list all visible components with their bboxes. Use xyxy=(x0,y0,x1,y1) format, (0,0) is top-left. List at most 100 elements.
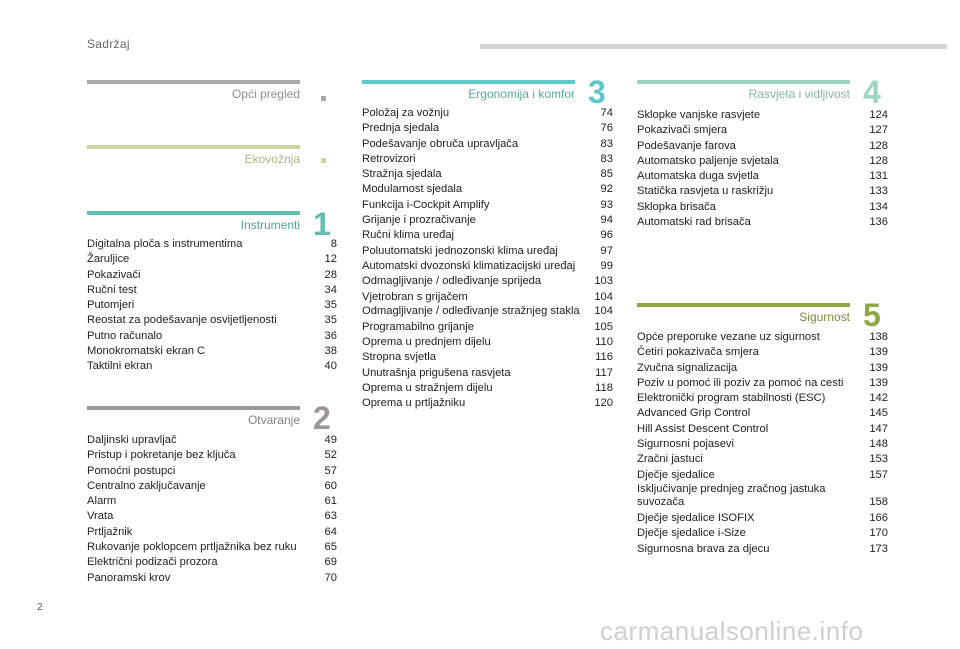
toc-entry[interactable]: Elektronički program stabilnosti (ESC) 14… xyxy=(637,391,888,406)
toc-entry[interactable]: Poziv u pomoć ili poziv za pomoć na cest… xyxy=(637,376,888,391)
toc-entry-page: 120 xyxy=(594,397,613,410)
toc-entry[interactable]: Vjetrobran s grijačem 104 xyxy=(362,290,613,305)
toc-entry[interactable]: Odmagljivanje / odleđivanje stražnjeg st… xyxy=(362,305,613,318)
section-title-ergonomija[interactable]: Ergonomija i komfor xyxy=(468,87,575,101)
toc-entry[interactable]: Statička rasvjeta u raskrižju 133 xyxy=(637,184,888,199)
section-title-opci[interactable]: Opći pregled xyxy=(231,87,300,101)
toc-entry-label: Unutrašnja prigušena rasvjeta xyxy=(362,366,511,379)
toc-entry[interactable]: Sigurnosna brava za djecu 173 xyxy=(637,542,888,557)
toc-entry[interactable]: Podešavanje farova 128 xyxy=(637,139,888,154)
toc-entry[interactable]: Automatska duga svjetla 131 xyxy=(637,169,888,184)
toc-entry[interactable]: Podešavanje obruča upravljača 83 xyxy=(362,137,613,152)
toc-entry[interactable]: Programabilno grijanje 105 xyxy=(362,320,613,335)
toc-list-sigurnost: Opće preporuke vezane uz sigurnost 138 Čet… xyxy=(637,330,888,557)
toc-entry[interactable]: Funkcija i-Cockpit Amplify 93 xyxy=(362,198,613,213)
toc-entry-page: 99 xyxy=(600,259,613,272)
toc-entry-label: Hill Assist Descent Control xyxy=(637,422,769,435)
toc-entry-page: 92 xyxy=(600,183,613,196)
toc-entry[interactable]: Stražnja sjedala 85 xyxy=(362,167,613,182)
toc-entry[interactable]: Oprema u prtljažniku 120 xyxy=(362,396,613,411)
toc-entry-page: 158 xyxy=(869,495,888,508)
toc-entry[interactable]: Retrovizori 83 xyxy=(362,152,613,167)
toc-entry-page: 85 xyxy=(600,168,613,181)
toc-entry[interactable]: Automatski rad brisača 136 xyxy=(637,215,888,230)
toc-entry-page: 131 xyxy=(869,170,888,183)
toc-entry[interactable]: Pomoćni postupci 57 xyxy=(87,464,337,479)
toc-entry[interactable]: Prtljažnik 64 xyxy=(87,525,337,540)
toc-entry[interactable]: Rukovanje poklopcem prtljažnika bez ruku… xyxy=(87,540,337,555)
toc-entry[interactable]: Pokazivači 28 xyxy=(87,268,337,283)
section-title-rasvjeta[interactable]: Rasvjeta i vidljivost xyxy=(748,87,850,101)
toc-entry[interactable]: Putomjeri 35 xyxy=(87,298,337,313)
toc-entry[interactable]: Hill Assist Descent Control 147 xyxy=(637,422,888,437)
toc-entry[interactable]: Automatsko paljenje svjetala 128 xyxy=(637,154,888,169)
toc-entry[interactable]: Daljinski upravljač 49 xyxy=(87,433,337,448)
section-title-otvaranje[interactable]: Otvaranje xyxy=(247,413,300,427)
toc-entry[interactable]: Oprema u stražnjem dijelu 118 xyxy=(362,381,613,396)
toc-entry[interactable]: Sklopka brisača 134 xyxy=(637,200,888,215)
toc-entry[interactable]: Oprema u prednjem dijelu 110 xyxy=(362,335,613,350)
toc-entry-page: 76 xyxy=(600,122,613,135)
toc-entry-label: Opće preporuke vezane uz sigurnost xyxy=(637,331,820,343)
toc-entry-label: Prtljažnik xyxy=(87,525,133,538)
toc-entry[interactable]: Monokromatski ekran C 38 xyxy=(87,344,337,359)
toc-entry-page: 57 xyxy=(324,464,337,477)
toc-entry[interactable]: Položaj za vožnju 74 xyxy=(362,106,613,121)
toc-entry-label: Programabilno grijanje xyxy=(362,320,474,333)
toc-entry-page: 97 xyxy=(600,244,613,257)
toc-entry[interactable]: Vrata 63 xyxy=(87,509,337,524)
toc-entry-label: Grijanje i prozračivanje xyxy=(362,214,476,227)
toc-entry[interactable]: Pokazivači smjera 127 xyxy=(637,123,888,138)
toc-entry[interactable]: Četiri pokazivača smjera 139 xyxy=(637,345,888,360)
section-title-sigurnost[interactable]: Sigurnost xyxy=(799,310,850,324)
toc-entry-label: Automatsko paljenje svjetala xyxy=(637,154,779,167)
toc-entry[interactable]: Sigurnosni pojasevi 148 xyxy=(637,437,888,452)
toc-entry[interactable]: Odmagljivanje / odleđivanje sprijeda 103 xyxy=(362,274,613,289)
toc-entry-page: 118 xyxy=(595,382,613,395)
section-title-instrumenti[interactable]: Instrumenti xyxy=(240,218,300,232)
toc-entry[interactable]: Prednja sjedala 76 xyxy=(362,121,613,136)
toc-entry-page: 104 xyxy=(594,290,613,303)
toc-entry[interactable]: Modularnost sjedala 92 xyxy=(362,182,613,197)
toc-entry-label: Oprema u prednjem dijelu xyxy=(362,336,491,349)
toc-entry[interactable]: Centralno zaključavanje 60 xyxy=(87,479,337,494)
toc-list-otvaranje: Daljinski upravljač 49 Pristup i pokretanj… xyxy=(87,433,337,586)
toc-entry[interactable]: Ručni klima uređaj 96 xyxy=(362,228,613,243)
toc-entry[interactable]: Unutrašnja prigušena rasvjeta 117 xyxy=(362,366,613,381)
toc-entry[interactable]: Taktilni ekran 40 xyxy=(87,359,337,374)
toc-entry[interactable]: Digitalna ploča s instrumentima 8 xyxy=(87,237,337,252)
toc-entry[interactable]: Isključivanje prednjeg zračnog jastuka s… xyxy=(637,483,888,509)
toc-entry[interactable]: Žaruljice 12 xyxy=(87,252,337,267)
section-title-ekovoznja[interactable]: Ekovožnja xyxy=(244,152,300,166)
toc-entry[interactable]: Zvučna signalizacija 139 xyxy=(637,361,888,376)
toc-entry-page: 83 xyxy=(600,137,613,150)
toc-entry[interactable]: Dječje sjedalice i-Size 170 xyxy=(637,526,888,541)
toc-entry[interactable]: Advanced Grip Control 145 xyxy=(637,406,888,421)
toc-entry[interactable]: Putno računalo 36 xyxy=(87,329,337,344)
toc-entry[interactable]: Grijanje i prozračivanje 94 xyxy=(362,213,613,228)
toc-entry-page: 147 xyxy=(869,422,888,435)
toc-entry-page: 83 xyxy=(600,152,613,165)
page-header-title: Sadržaj xyxy=(87,37,130,51)
toc-entry[interactable]: Automatski dvozonski klimatizacijski ure… xyxy=(362,259,613,274)
toc-entry-label: Četiri pokazivača smjera xyxy=(637,346,759,359)
toc-entry-page: 136 xyxy=(869,216,888,229)
toc-entry[interactable]: Dječje sjedalice 157 xyxy=(637,468,888,483)
toc-entry[interactable]: Alarm 61 xyxy=(87,494,337,509)
toc-entry[interactable]: Električni podizači prozora 69 xyxy=(87,555,337,570)
toc-entry[interactable]: Pristup i pokretanje bez ključa 52 xyxy=(87,448,337,463)
toc-entry[interactable]: Dječje sjedalice ISOFIX 166 xyxy=(637,511,888,526)
header-bar xyxy=(480,44,947,49)
toc-entry[interactable]: Panoramski krov 70 xyxy=(87,571,337,586)
toc-entry[interactable]: Poluutomatski jednozonski klima uređaj 97 xyxy=(362,244,613,259)
section-number-otvaranje: 2 xyxy=(313,400,331,436)
toc-entry[interactable]: Reostat za podešavanje osvijetljenosti 35 xyxy=(87,313,337,328)
toc-entry[interactable]: Sklopke vanjske rasvjete 124 xyxy=(637,108,888,123)
section-number-ergonomija: 3 xyxy=(588,74,606,110)
toc-entry-page: 148 xyxy=(869,438,888,451)
toc-entry-label: Poluutomatski jednozonski klima uređaj xyxy=(362,244,558,257)
toc-entry[interactable]: Stropna svjetla 116 xyxy=(362,350,613,365)
toc-entry[interactable]: Opće preporuke vezane uz sigurnost 138 xyxy=(637,330,888,345)
toc-entry[interactable]: Ručni test 34 xyxy=(87,283,337,298)
toc-entry[interactable]: Zračni jastuci 153 xyxy=(637,452,888,467)
